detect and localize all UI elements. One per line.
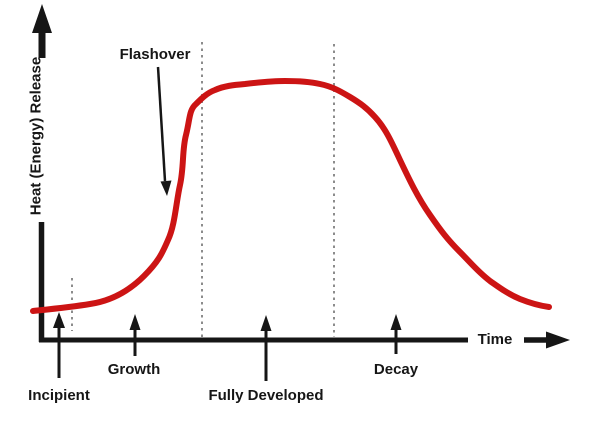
phase-marker-arrows: [53, 312, 402, 381]
flashover-label: Flashover: [120, 46, 191, 63]
decay-arrowhead-icon: [390, 314, 402, 330]
flashover-annotation: Flashover: [120, 46, 191, 196]
y-axis-arrowhead-icon: [32, 4, 52, 33]
flashover-arrow-line: [156, 66, 167, 182]
fully-developed-marker-arrow: [260, 315, 272, 381]
incipient-marker-arrow: [53, 312, 65, 378]
time-arrowhead-icon: [546, 331, 570, 349]
decay-label: Decay: [374, 361, 419, 378]
growth-arrowhead-icon: [129, 314, 141, 330]
heat-release-curve: [30, 77, 552, 314]
flashover-arrowhead-icon: [160, 180, 172, 196]
y-axis-arrow-shaft: [38, 27, 46, 58]
fully-developed-label: Fully Developed: [208, 387, 323, 404]
incipient-label: Incipient: [28, 387, 90, 404]
x-axis-label: Time: [478, 331, 513, 348]
incipient-arrowhead-icon: [53, 312, 65, 328]
growth-label: Growth: [108, 361, 161, 378]
fully-developed-arrowhead-icon: [260, 315, 272, 331]
y-axis-label: Heat (Energy) Release: [28, 57, 45, 215]
decay-marker-arrow: [390, 314, 402, 354]
phase-boundary-lines: [71, 42, 335, 338]
x-axis: Time: [39, 331, 570, 349]
phase-labels: Incipient Growth Fully Developed Decay: [28, 361, 419, 404]
y-axis: Heat (Energy) Release: [28, 4, 52, 342]
growth-marker-arrow: [129, 314, 141, 356]
